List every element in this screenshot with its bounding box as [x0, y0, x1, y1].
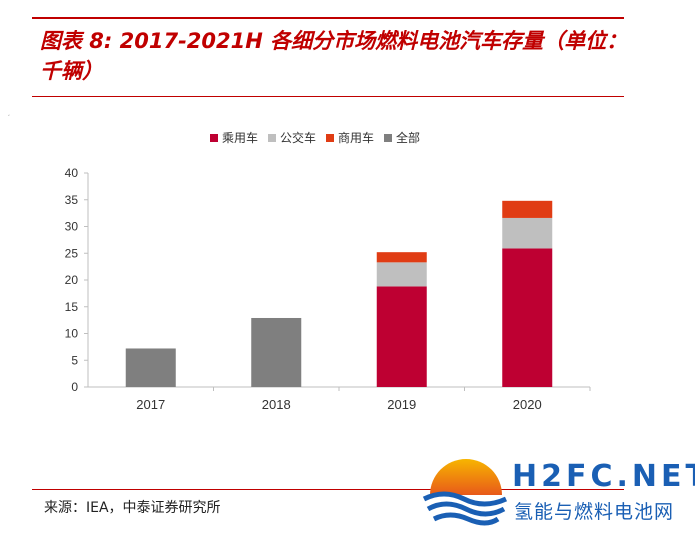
- bar-segment: [502, 248, 553, 387]
- watermark-logo: H2FC.NET 氢能与燃料电池网: [420, 455, 695, 529]
- top-rule: [32, 17, 624, 19]
- y-tick-label: 40: [65, 166, 79, 180]
- x-tick-label: 2019: [387, 397, 416, 412]
- y-tick-label: 0: [71, 380, 78, 394]
- x-tick-label: 2020: [513, 397, 542, 412]
- legend-label: 全部: [396, 130, 420, 145]
- chart: 0 5 10 15 20 25 30 35 40 2017 2018 2019 2020 乘用车 公交车 商用…: [65, 130, 591, 412]
- logo-icon: [422, 459, 508, 526]
- legend-swatch: [210, 134, 218, 142]
- x-tick-label: 2018: [262, 397, 291, 412]
- bar-segment: [251, 317, 302, 387]
- bar-segment: [125, 348, 176, 387]
- y-tick-label: 5: [71, 353, 78, 367]
- legend-label: 乘用车: [222, 130, 258, 145]
- title-rule: [32, 96, 624, 97]
- margin-mark: ‘: [8, 114, 10, 121]
- legend-label: 公交车: [280, 130, 316, 145]
- x-tick-label: 2017: [136, 397, 165, 412]
- y-tick-label: 25: [65, 246, 79, 260]
- y-tick-label: 20: [65, 273, 79, 287]
- bar-segment: [376, 262, 427, 287]
- y-tick-label: 30: [65, 220, 79, 234]
- source-rule: [32, 489, 624, 490]
- legend-swatch: [268, 134, 276, 142]
- bar-segment: [502, 200, 553, 218]
- source-note: 来源：IEA，中泰证券研究所: [44, 500, 221, 516]
- bar-segment: [502, 217, 553, 249]
- watermark-subtitle: 氢能与燃料电池网: [514, 501, 675, 523]
- y-tick-label: 15: [65, 300, 79, 314]
- y-tick-label: 10: [65, 327, 79, 341]
- bar-segment: [376, 286, 427, 387]
- legend-swatch: [326, 134, 334, 142]
- y-tick-label: 35: [65, 193, 79, 207]
- bar-segment: [376, 252, 427, 263]
- watermark-brand: H2FC.NET: [512, 459, 695, 494]
- legend-swatch: [384, 134, 392, 142]
- legend-label: 商用车: [338, 130, 374, 145]
- chart-title: 图表 8: 2017-2021H 各细分市场燃料电池汽车存量（单位：千辆）: [40, 29, 628, 83]
